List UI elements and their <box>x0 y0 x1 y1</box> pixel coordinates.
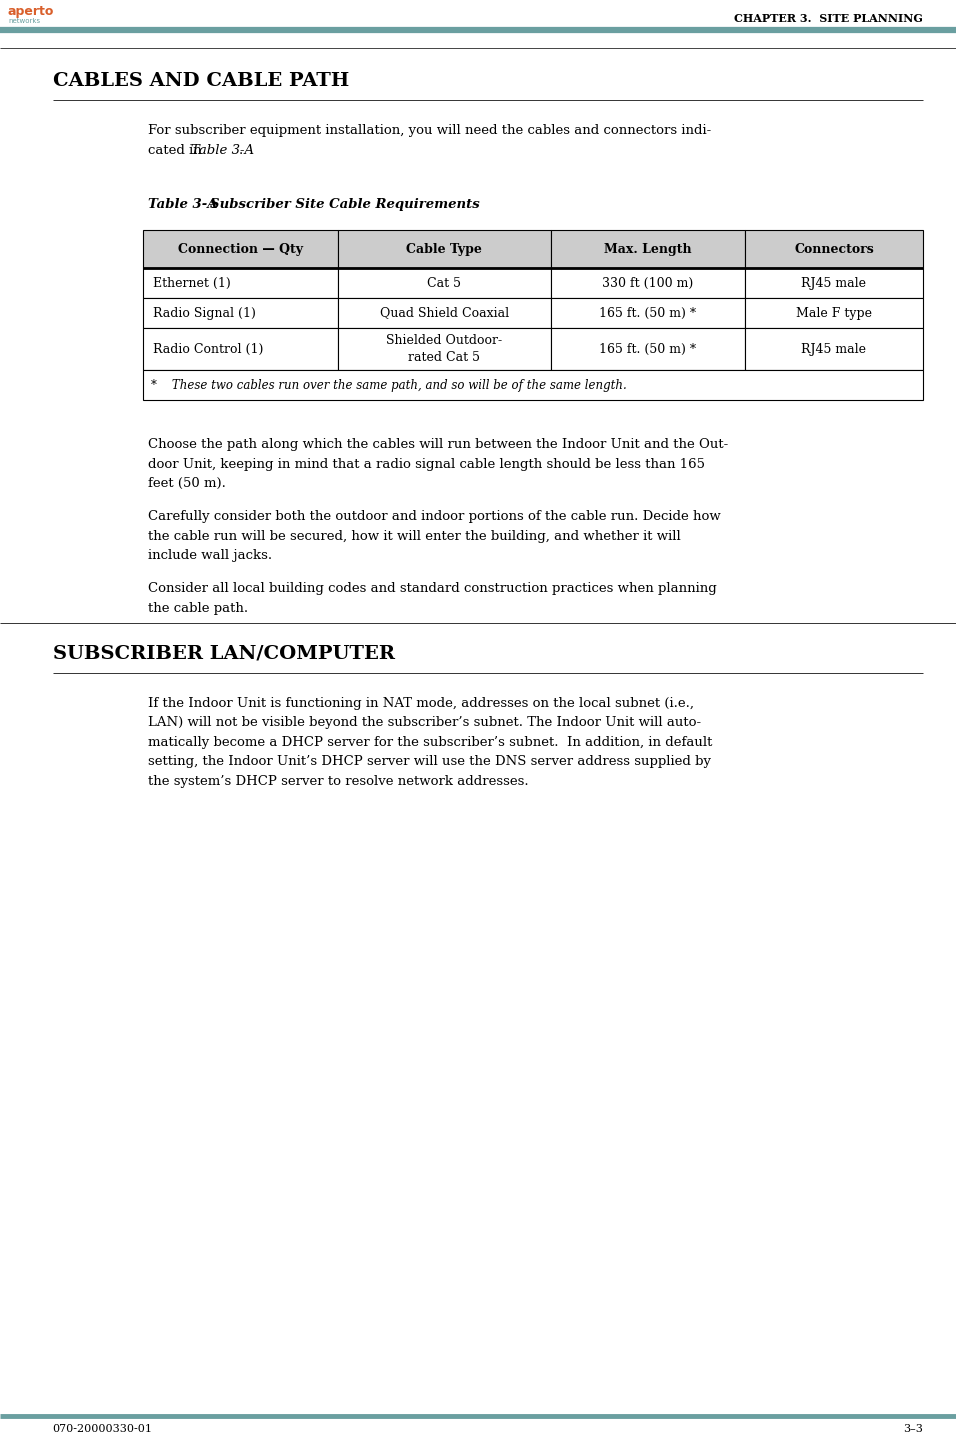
Bar <box>746 297 923 328</box>
Bar <box>551 328 746 370</box>
Bar <box>143 297 338 328</box>
Text: Connectors: Connectors <box>794 243 874 256</box>
Text: Ethernet (1): Ethernet (1) <box>153 277 231 290</box>
Bar <box>338 269 551 297</box>
Text: Max. Length: Max. Length <box>604 243 692 256</box>
Text: Cable Type: Cable Type <box>406 243 482 256</box>
Text: 3–3: 3–3 <box>902 1424 923 1434</box>
Text: 070-20000330-01: 070-20000330-01 <box>53 1424 153 1434</box>
Text: LAN) will not be visible beyond the subscriber’s subnet. The Indoor Unit will au: LAN) will not be visible beyond the subs… <box>148 716 702 729</box>
Text: SUBSCRIBER LAN/COMPUTER: SUBSCRIBER LAN/COMPUTER <box>53 645 395 663</box>
Text: If the Indoor Unit is functioning in NAT mode, addresses on the local subnet (i.: If the Indoor Unit is functioning in NAT… <box>148 697 694 710</box>
Text: For subscriber equipment installation, you will need the cables and connectors i: For subscriber equipment installation, y… <box>148 124 711 137</box>
Bar <box>551 269 746 297</box>
Text: door Unit, keeping in mind that a radio signal cable length should be less than : door Unit, keeping in mind that a radio … <box>148 458 706 471</box>
Text: Radio Signal (1): Radio Signal (1) <box>153 306 256 319</box>
Bar <box>338 328 551 370</box>
Text: cated in: cated in <box>148 143 206 156</box>
Text: CHAPTER 3.  SITE PLANNING: CHAPTER 3. SITE PLANNING <box>733 13 923 25</box>
Text: RJ45 male: RJ45 male <box>801 342 866 355</box>
Text: Table 3-A: Table 3-A <box>148 198 218 211</box>
Text: Quad Shield Coaxial: Quad Shield Coaxial <box>380 306 509 319</box>
Text: Table 3-A: Table 3-A <box>191 143 254 156</box>
Text: Male F type: Male F type <box>796 306 872 319</box>
Bar <box>746 269 923 297</box>
Text: 330 ft (100 m): 330 ft (100 m) <box>602 277 694 290</box>
Text: Choose the path along which the cables will run between the Indoor Unit and the : Choose the path along which the cables w… <box>148 438 728 451</box>
Text: Cat 5: Cat 5 <box>427 277 462 290</box>
Text: Radio Control (1): Radio Control (1) <box>153 342 264 355</box>
Bar <box>143 269 338 297</box>
Bar <box>143 230 338 269</box>
Text: rated Cat 5: rated Cat 5 <box>408 351 480 364</box>
Text: CABLES AND CABLE PATH: CABLES AND CABLE PATH <box>53 72 349 90</box>
Text: matically become a DHCP server for the subscriber’s subnet.  In addition, in def: matically become a DHCP server for the s… <box>148 736 712 749</box>
Bar <box>551 230 746 269</box>
Text: setting, the Indoor Unit’s DHCP server will use the DNS server address supplied : setting, the Indoor Unit’s DHCP server w… <box>148 755 711 768</box>
Text: the system’s DHCP server to resolve network addresses.: the system’s DHCP server to resolve netw… <box>148 775 529 788</box>
Text: RJ45 male: RJ45 male <box>801 277 866 290</box>
Text: .: . <box>239 143 244 156</box>
Text: Shielded Outdoor-: Shielded Outdoor- <box>386 334 502 347</box>
Text: Subscriber Site Cable Requirements: Subscriber Site Cable Requirements <box>210 198 480 211</box>
Bar <box>143 370 923 400</box>
Text: aperto: aperto <box>8 4 54 17</box>
Bar <box>746 230 923 269</box>
Bar <box>746 328 923 370</box>
Bar <box>143 328 338 370</box>
Text: 165 ft. (50 m) *: 165 ft. (50 m) * <box>599 342 697 355</box>
Text: Connection — Qty: Connection — Qty <box>178 243 303 256</box>
Bar <box>338 297 551 328</box>
Text: 165 ft. (50 m) *: 165 ft. (50 m) * <box>599 306 697 319</box>
Text: the cable run will be secured, how it will enter the building, and whether it wi: the cable run will be secured, how it wi… <box>148 530 681 543</box>
Text: networks: networks <box>8 17 40 25</box>
Text: *    These two cables run over the same path, and so will be of the same length.: * These two cables run over the same pat… <box>151 378 627 391</box>
Text: Consider all local building codes and standard construction practices when plann: Consider all local building codes and st… <box>148 582 717 595</box>
Bar <box>551 297 746 328</box>
Text: the cable path.: the cable path. <box>148 602 249 615</box>
Text: feet (50 m).: feet (50 m). <box>148 477 226 490</box>
Bar <box>338 230 551 269</box>
Text: include wall jacks.: include wall jacks. <box>148 549 272 562</box>
Text: Carefully consider both the outdoor and indoor portions of the cable run. Decide: Carefully consider both the outdoor and … <box>148 510 721 523</box>
